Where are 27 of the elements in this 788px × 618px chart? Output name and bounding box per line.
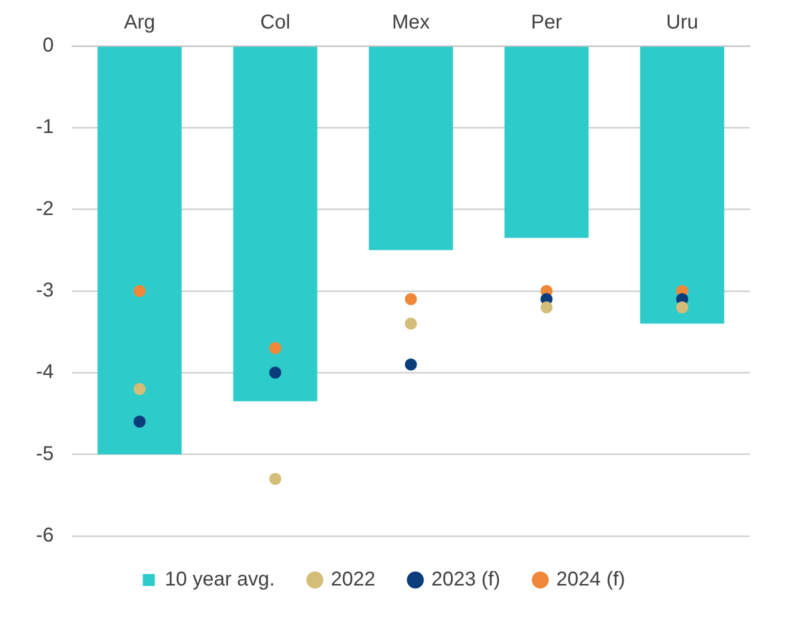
legend-label: 2022 [330,568,376,591]
y-tick-label: -2 [36,198,54,220]
point [404,358,417,370]
point [404,318,417,330]
y-tick-label: -4 [36,361,54,384]
x-tick-label: Mex [392,12,430,34]
legend-label: 10 year avg. [164,568,275,591]
point [676,301,688,314]
x-tick-label: Col [260,12,290,34]
y-tick-label: -6 [36,524,54,547]
y-tick-label: -5 [36,442,54,465]
y-tick-label: -1 [36,116,54,138]
point [540,301,553,314]
point [404,293,417,306]
point [134,416,146,428]
x-tick-label: Uru [666,12,698,34]
x-tick-label: Per [530,12,562,34]
point [269,366,282,379]
y-tick-label: 0 [42,34,54,57]
point [269,472,282,485]
point [134,285,146,297]
y-tick-label: -3 [36,280,54,302]
legend-label: 2024 (f) [556,568,626,591]
x-tick-label: Arg [124,12,156,34]
point [134,383,146,395]
legend-label: 2023 (f) [431,568,500,591]
point [269,342,282,354]
